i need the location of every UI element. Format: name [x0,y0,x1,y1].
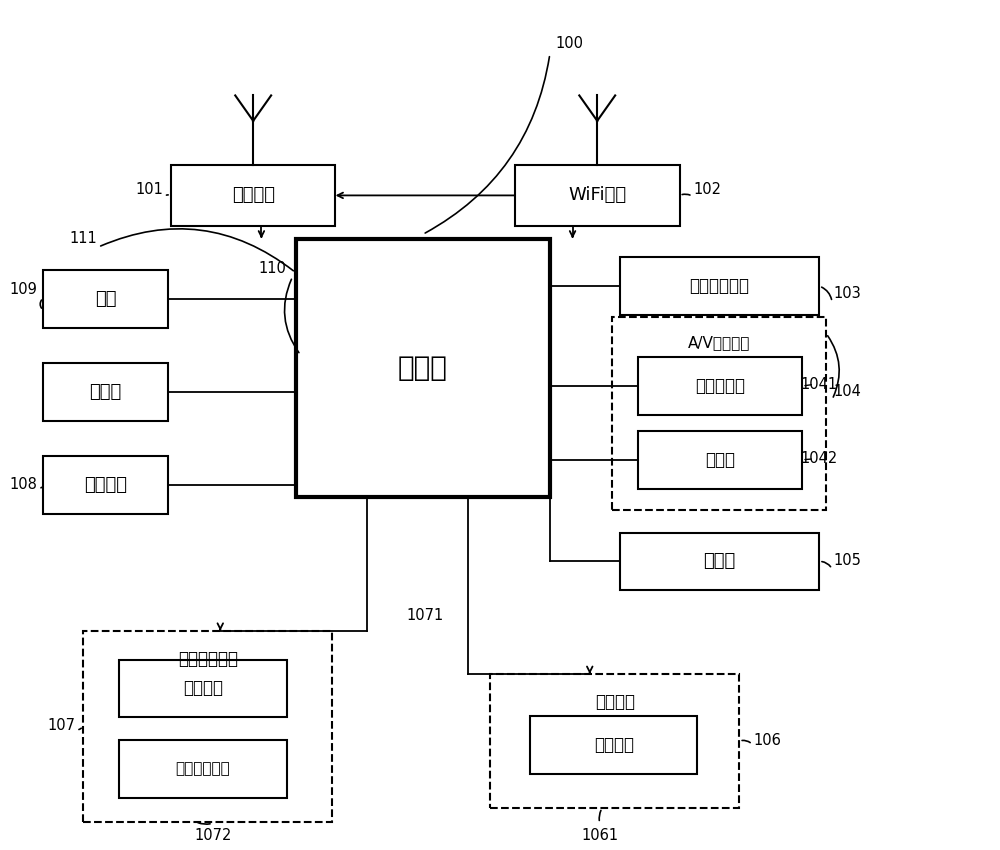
Text: 1061: 1061 [581,829,618,843]
Text: 射频单元: 射频单元 [232,186,275,204]
Text: 102: 102 [693,182,721,197]
Text: 1041: 1041 [801,377,838,392]
Bar [530,717,697,774]
Text: 显示单元: 显示单元 [595,693,635,711]
Text: WiFi模块: WiFi模块 [568,186,626,204]
Text: 105: 105 [833,553,861,568]
Text: 存储器: 存储器 [89,383,122,401]
Text: 111: 111 [69,231,97,246]
Text: 电源: 电源 [95,290,116,308]
Bar [296,239,550,497]
Text: A/V输入单元: A/V输入单元 [688,335,750,350]
Bar [638,431,802,489]
Bar [171,165,335,226]
Bar [43,270,168,327]
Text: 处理器: 处理器 [398,354,448,382]
Text: 106: 106 [753,733,781,748]
Text: 1071: 1071 [407,608,444,623]
Text: 麦克风: 麦克风 [705,450,735,468]
Text: 触控面板: 触控面板 [183,679,223,698]
Text: 109: 109 [9,282,37,297]
Text: 传感器: 传感器 [703,552,736,570]
Text: 108: 108 [9,477,37,492]
Text: 其他输入设备: 其他输入设备 [175,762,230,776]
Text: 1042: 1042 [800,451,838,467]
Bar [620,533,819,590]
Text: 图形处理器: 图形处理器 [695,377,745,395]
Text: 100: 100 [556,37,584,51]
Bar [119,660,287,717]
Text: 103: 103 [833,286,861,301]
Bar [83,631,332,821]
Text: 用户输入单元: 用户输入单元 [178,649,238,667]
Text: 接口单元: 接口单元 [84,476,127,494]
Bar [490,674,739,808]
Bar [638,357,802,415]
Bar [612,316,826,510]
Text: 显示面板: 显示面板 [594,736,634,754]
Bar [43,456,168,514]
Bar [620,258,819,314]
Text: 音频输出单元: 音频输出单元 [689,277,749,295]
Bar [515,165,680,226]
Text: 107: 107 [47,718,75,734]
Bar [43,363,168,421]
Bar [119,740,287,798]
Text: 101: 101 [135,182,163,197]
Text: 104: 104 [833,383,861,399]
Text: 110: 110 [259,261,287,275]
Text: 1072: 1072 [194,829,231,843]
